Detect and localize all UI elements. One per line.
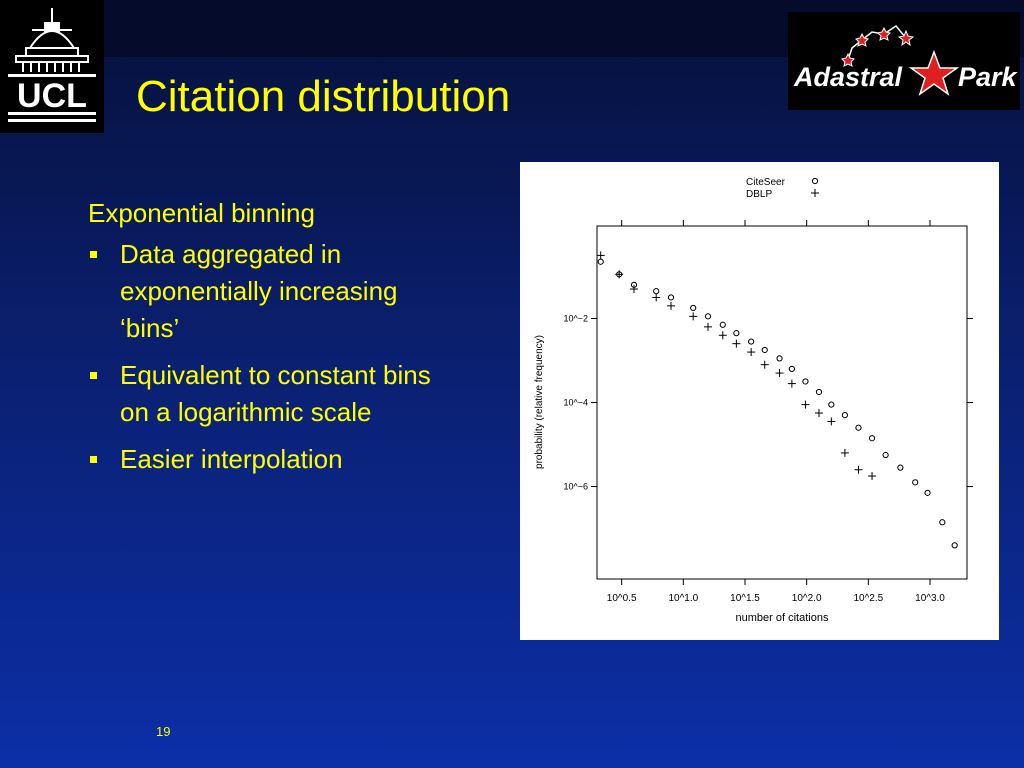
- x-tick-label: 10^1.5: [730, 593, 760, 604]
- x-tick-label: 10^2.0: [792, 593, 822, 604]
- plot-axes: 10^0.5 10^1.0 10^1.5 10^2.0 10^2.5 10^3.0 10^−…: [564, 220, 973, 604]
- dblp-point: [718, 331, 727, 340]
- plot-frame: [596, 225, 968, 580]
- citeseer-point: [704, 313, 712, 320]
- dblp-point: [760, 360, 769, 369]
- citeseer-point: [912, 479, 919, 486]
- bullet-list: Data aggregated in exponentially increas…: [88, 236, 488, 478]
- adastral-park-logo: Adastral Park: [788, 12, 1020, 110]
- legend-marker: [811, 177, 819, 185]
- ucl-logo: UCL: [0, 0, 104, 133]
- x-tick-label: 10^1.0: [668, 593, 698, 604]
- citeseer-point: [841, 412, 848, 419]
- dblp-point: [704, 322, 712, 331]
- dblp-point: [652, 293, 661, 302]
- citeseer-point: [815, 388, 823, 396]
- dblp-point: [630, 285, 638, 294]
- dblp-point: [801, 400, 810, 409]
- citeseer-point: [690, 304, 697, 312]
- legend-label: DBLP: [746, 189, 772, 200]
- dblp-point: [747, 348, 756, 357]
- citeseer-point: [776, 355, 783, 362]
- ucl-dome-icon: UCL: [8, 8, 96, 122]
- citeseer-point: [924, 489, 931, 496]
- x-axis-label: number of citations: [736, 612, 829, 624]
- lead-text: Exponential binning: [88, 198, 315, 228]
- y-axis-label: probability (relative frequency): [534, 335, 545, 469]
- citeseer-point: [761, 346, 768, 354]
- bullet-item: Easier interpolation: [88, 441, 460, 478]
- dblp-point: [615, 270, 624, 279]
- citeseer-point: [882, 451, 889, 459]
- dblp-point: [667, 301, 675, 310]
- dblp-point: [689, 312, 698, 321]
- dblp-point: [815, 409, 823, 418]
- dblp-point: [854, 465, 863, 474]
- x-tick-label: 10^3.0: [915, 593, 945, 604]
- slide-body: Exponential binning Data aggregated in e…: [88, 196, 488, 488]
- bullet-item: Data aggregated in exponentially increas…: [88, 236, 460, 347]
- citeseer-point: [939, 519, 946, 526]
- x-tick-label: 10^0.5: [607, 593, 637, 604]
- plot-points: [596, 251, 958, 549]
- y-tick-label: 10^−2: [564, 313, 589, 323]
- y-tick-label: 10^−4: [564, 398, 589, 408]
- citeseer-point: [868, 435, 876, 442]
- citeseer-point: [951, 542, 958, 549]
- y-tick-label: 10^−6: [564, 482, 589, 492]
- citeseer-point: [897, 464, 904, 471]
- dblp-point: [596, 251, 605, 260]
- constellation-stars-icon: [841, 26, 915, 67]
- citeseer-point: [597, 258, 604, 265]
- dblp-point: [840, 448, 849, 457]
- dblp-point: [732, 339, 741, 348]
- citeseer-point: [733, 330, 740, 337]
- citeseer-point: [788, 365, 795, 372]
- adastral-logo-text-right: Park: [958, 62, 1019, 92]
- slide-title: Citation distribution: [136, 72, 511, 121]
- bullet-item: Equivalent to constant bins on a logarit…: [88, 357, 460, 431]
- page-number: 19: [156, 724, 171, 739]
- citeseer-point: [748, 338, 755, 345]
- citeseer-point: [802, 378, 809, 385]
- citation-scatter-plot: CiteSeer DBLP 10^0.5 10^1.0 10^1.5 10^2.0 10^…: [520, 162, 999, 640]
- red-star-icon: [908, 49, 960, 96]
- citeseer-point: [719, 321, 726, 328]
- dblp-point: [868, 472, 877, 481]
- legend-marker: [811, 189, 819, 197]
- citeseer-point: [828, 401, 835, 408]
- ucl-logo-text: UCL: [17, 77, 87, 115]
- citeseer-point: [667, 294, 675, 301]
- dblp-point: [827, 417, 836, 426]
- x-tick-label: 10^2.5: [853, 593, 883, 604]
- dblp-point: [775, 369, 784, 378]
- citeseer-point: [653, 288, 660, 295]
- citeseer-point: [855, 424, 862, 431]
- dblp-point: [787, 379, 796, 388]
- adastral-logo-text-left: Adastral: [793, 62, 903, 92]
- legend-label: CiteSeer: [746, 177, 786, 188]
